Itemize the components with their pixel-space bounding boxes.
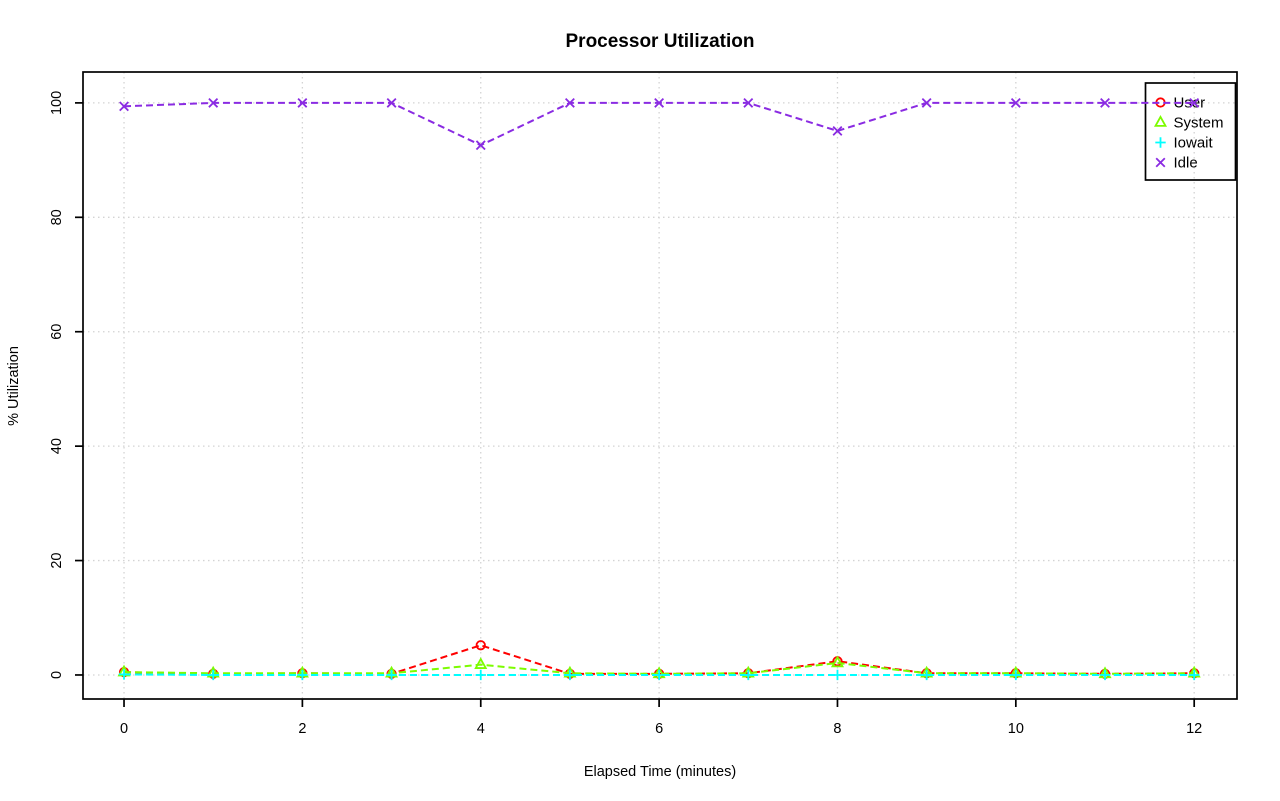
- marker-idle: [1100, 97, 1110, 108]
- marker-idle: [208, 97, 219, 108]
- legend-label-iowait: Iowait: [1174, 135, 1214, 152]
- marker-iowait: [208, 669, 219, 681]
- marker-iowait: [1099, 669, 1111, 681]
- marker-idle: [654, 97, 665, 108]
- marker-iowait: [475, 669, 486, 681]
- x-tick-label: 8: [833, 721, 841, 737]
- x-axis-label: Elapsed Time (minutes): [583, 764, 737, 780]
- x-tick-label: 10: [1008, 721, 1024, 737]
- marker-user: [475, 640, 486, 651]
- marker-iowait: [297, 669, 308, 681]
- marker-idle: [119, 101, 129, 112]
- legend-marker-iowait: [1155, 137, 1166, 148]
- legend-box: [1144, 82, 1237, 181]
- marker-iowait: [386, 669, 397, 681]
- marker-iowait: [653, 669, 665, 681]
- x-tick-label: 6: [655, 721, 663, 737]
- marker-iowait: [564, 669, 576, 681]
- marker-idle: [297, 97, 308, 108]
- legend-marker-system: [1153, 115, 1168, 127]
- marker-idle: [921, 97, 932, 108]
- x-tick-label: 4: [477, 721, 485, 737]
- marker-iowait: [743, 669, 754, 681]
- marker-idle: [743, 97, 754, 108]
- marker-idle: [1010, 97, 1021, 108]
- marker-iowait: [921, 669, 932, 681]
- y-tick-label: 0: [49, 671, 65, 679]
- y-tick-label: 20: [49, 552, 65, 568]
- y-tick-label: 100: [49, 91, 65, 115]
- legend-label-idle: Idle: [1174, 155, 1198, 172]
- x-tick-label: 0: [120, 721, 128, 737]
- legend-marker-idle: [1155, 157, 1166, 168]
- marker-iowait: [118, 669, 130, 680]
- marker-idle: [475, 140, 486, 151]
- marker-idle: [386, 97, 397, 108]
- y-tick-label: 60: [49, 324, 65, 340]
- marker-idle: [832, 125, 843, 136]
- series-line-idle: [123, 101, 1195, 147]
- marker-system: [830, 655, 844, 668]
- y-tick-label: 80: [49, 209, 65, 225]
- marker-iowait: [1188, 669, 1200, 681]
- y-tick-label: 40: [49, 438, 65, 454]
- x-tick-label: 12: [1186, 721, 1202, 737]
- plot-border: [82, 71, 1238, 700]
- marker-idle: [1189, 97, 1200, 108]
- chart-title: Processor Utilization: [565, 31, 755, 52]
- marker-system: [474, 657, 488, 669]
- legend-label-system: System: [1174, 115, 1224, 132]
- marker-iowait: [832, 669, 843, 681]
- marker-iowait: [1010, 669, 1022, 681]
- x-tick-label: 2: [298, 721, 306, 737]
- marker-idle: [564, 97, 575, 108]
